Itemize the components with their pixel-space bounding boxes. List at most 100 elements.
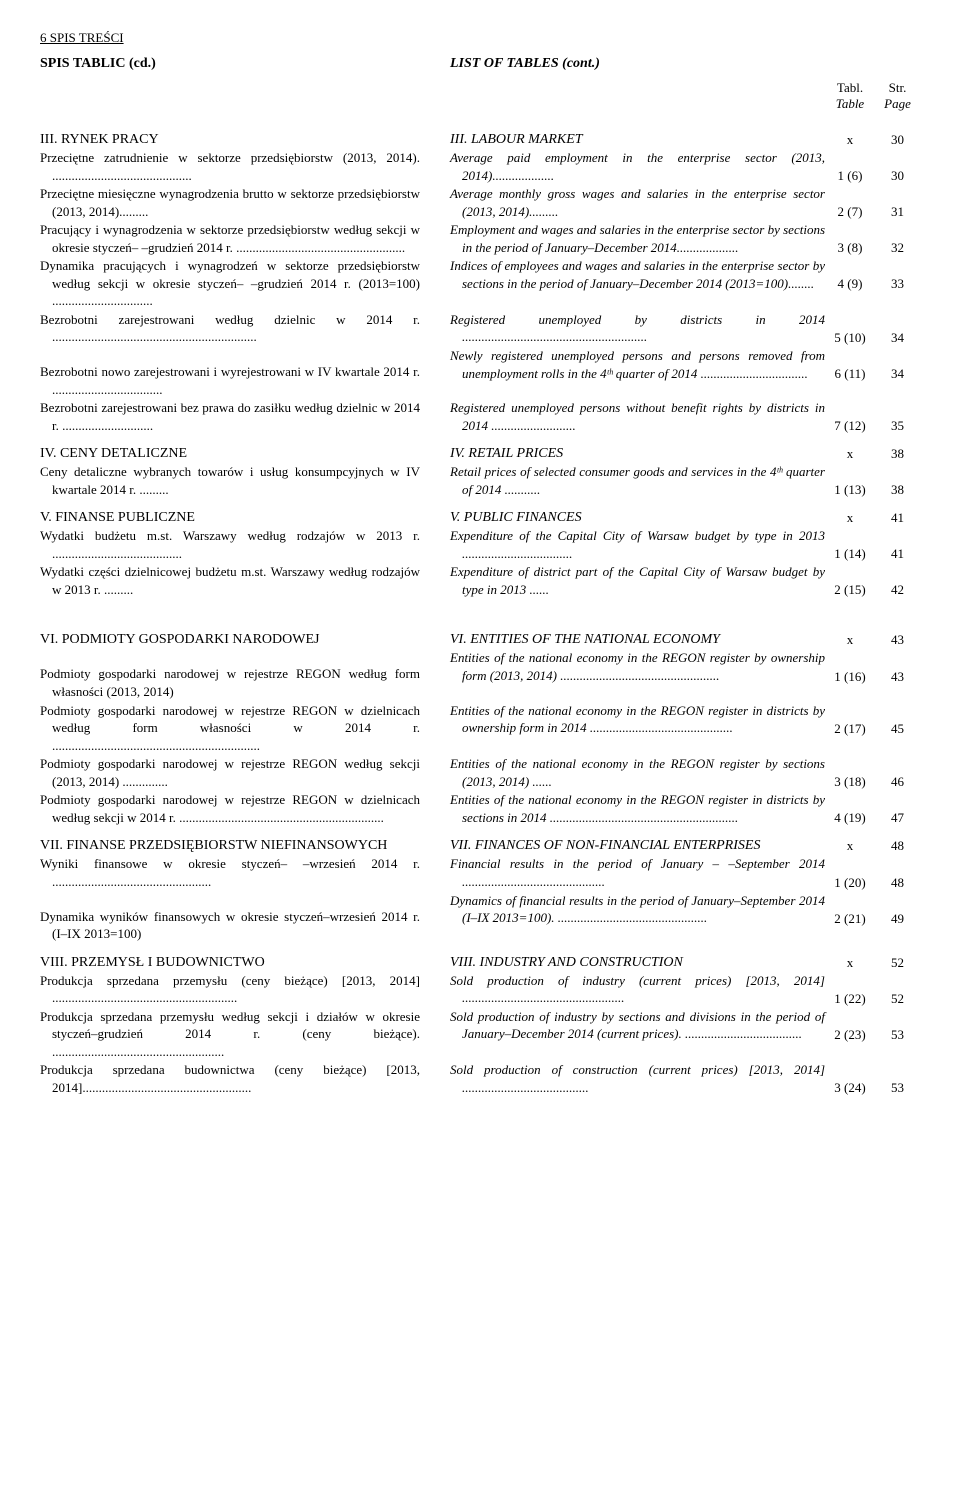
entry-tabl: 2 (17) [825,721,875,737]
entry-tabl: 3 (18) [825,774,875,790]
entry-tabl: 1 (16) [825,669,875,685]
section-heading-left: VI. PODMIOTY GOSPODARKI NARODOWEJ [40,632,420,648]
entry-page: 45 [875,721,920,737]
entry-tabl: 3 (8) [825,240,875,256]
entry-left: Bezrobotni nowo zarejestrowani i wyrejes… [40,363,420,398]
entry-page: 48 [875,875,920,891]
entry-page: 32 [875,240,920,256]
entry-left: Przeciętne zatrudnienie w sektorze przed… [40,149,420,184]
entry-page: 53 [875,1027,920,1043]
entry-left: Produkcja sprzedana przemysłu według sek… [40,1008,420,1061]
section-tabl: x [825,955,875,971]
section-heading-right: VI. ENTITIES OF THE NATIONAL ECONOMY [450,632,825,648]
section-heading-right: III. LABOUR MARKET [450,132,825,148]
section-heading-left: IV. CENY DETALICZNE [40,446,420,462]
entry-right: Expenditure of the Capital City of Warsa… [450,527,825,562]
entry-tabl: 2 (7) [825,204,875,220]
entry-right: Financial results in the period of Janua… [450,855,825,890]
entry-left: Ceny detaliczne wybranych towarów i usłu… [40,463,420,498]
entry-left: Wydatki budżetu m.st. Warszawy według ro… [40,527,420,562]
entry-page: 38 [875,482,920,498]
section-heading-right: VII. FINANCES OF NON-FINANCIAL ENTERPRIS… [450,838,825,854]
section-heading-left: III. RYNEK PRACY [40,132,420,148]
section-heading-right: V. PUBLIC FINANCES [450,510,825,526]
entry-tabl: 1 (13) [825,482,875,498]
entry-left: Przeciętne miesięczne wynagrodzenia brut… [40,185,420,220]
entry-right: Entities of the national economy in the … [450,791,825,826]
section-page: 41 [875,510,920,526]
entry-page: 34 [875,366,920,382]
section-tabl: x [825,132,875,148]
entry-page: 31 [875,204,920,220]
entry-left: Bezrobotni zarejestrowani według dzielni… [40,311,420,346]
entry-page: 33 [875,276,920,292]
section-heading-left: VIII. PRZEMYSŁ I BUDOWNICTWO [40,955,420,971]
entry-left: Podmioty gospodarki narodowej w rejestrz… [40,755,420,790]
entry-right: Newly registered unemployed persons and … [450,347,825,382]
entry-left: Bezrobotni zarejestrowani bez prawa do z… [40,399,420,434]
entry-tabl: 2 (15) [825,582,875,598]
entry-left: Dynamika pracujących i wynagrodzeń w sek… [40,257,420,310]
entry-right: Dynamics of financial results in the per… [450,892,825,927]
entry-tabl: 1 (22) [825,991,875,1007]
entry-tabl: 1 (20) [825,875,875,891]
section-heading-right: IV. RETAIL PRICES [450,446,825,462]
section-tabl: x [825,510,875,526]
entry-tabl: 6 (11) [825,366,875,382]
section-tabl: x [825,632,875,648]
entry-right: Sold production of construction (current… [450,1061,825,1096]
col-page-label: Page [875,96,920,112]
section-heading-left: VII. FINANSE PRZEDSIĘBIORSTW NIEFI­NANSO… [40,838,420,854]
entry-tabl: 1 (6) [825,168,875,184]
entry-page: 53 [875,1080,920,1096]
entry-page: 42 [875,582,920,598]
entry-right: Indices of employees and wages and salar… [450,257,825,292]
entry-tabl: 2 (23) [825,1027,875,1043]
entry-tabl: 4 (9) [825,276,875,292]
section-tabl: x [825,838,875,854]
entry-right: Sold production of industry (current pri… [450,972,825,1007]
entry-left: Produkcja sprzedana przemysłu (ceny bież… [40,972,420,1007]
entry-right: Entities of the national economy in the … [450,649,825,684]
entry-page: 30 [875,168,920,184]
section-heading-left: V. FINANSE PUBLICZNE [40,510,420,526]
entry-left: Podmioty gospodarki narodowej w rejestrz… [40,665,420,700]
entry-tabl: 2 (21) [825,911,875,927]
entry-page: 43 [875,669,920,685]
entry-page: 46 [875,774,920,790]
page-header: 6 SPIS TREŚCI [40,30,920,46]
entry-tabl: 3 (24) [825,1080,875,1096]
entry-left: Wyniki finansowe w okresie styczeń– –wrz… [40,855,420,890]
entry-left: Wydatki części dzielnicowej budżetu m.st… [40,563,420,598]
entry-right: Sold production of industry by sections … [450,1008,825,1043]
entry-page: 35 [875,418,920,434]
entry-right: Registered unemployed persons without be… [450,399,825,434]
entry-page: 47 [875,810,920,826]
entry-page: 34 [875,330,920,346]
entry-tabl: 5 (10) [825,330,875,346]
entry-left: Podmioty gospodarki narodowej w rejestrz… [40,791,420,826]
entry-left: Dynamika wyników finansowych w okresie s… [40,908,420,943]
entry-left: Produkcja sprzedana budownictwa (ceny bi… [40,1061,420,1096]
entry-right: Entities of the national economy in the … [450,755,825,790]
section-page: 52 [875,955,920,971]
section-tabl: x [825,446,875,462]
entry-tabl: 4 (19) [825,810,875,826]
entry-right: Registered unemployed by districts in 20… [450,311,825,346]
section-page: 43 [875,632,920,648]
col-tabl-label: Tabl. [825,80,875,96]
entry-right: Employment and wages and salaries in the… [450,221,825,256]
col-str-label: Str. [875,80,920,96]
section-page: 48 [875,838,920,854]
col-table-label: Table [825,96,875,112]
title-right: LIST OF TABLES (cont.) [450,56,920,72]
entry-right: Expenditure of district part of the Capi… [450,563,825,598]
col-headers: Tabl.Str. TablePage [450,80,920,112]
section-page: 38 [875,446,920,462]
entry-right: Retail prices of selected consumer goods… [450,463,825,498]
entry-left: Podmioty gospodarki narodowej w rejestrz… [40,702,420,755]
entry-tabl: 1 (14) [825,546,875,562]
entry-page: 41 [875,546,920,562]
entry-right: Average monthly gross wages and salaries… [450,185,825,220]
entry-page: 52 [875,991,920,1007]
